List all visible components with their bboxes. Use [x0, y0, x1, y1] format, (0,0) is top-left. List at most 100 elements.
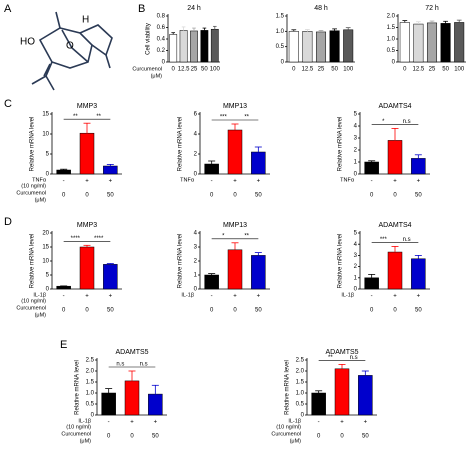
y-tick-label: 0	[354, 172, 358, 178]
y-tick-label: 0	[194, 287, 198, 293]
significance-label: **	[96, 114, 101, 120]
x-tick-label: +	[109, 179, 113, 185]
bar	[210, 28, 219, 63]
y-tick-label: 1.5	[387, 25, 396, 31]
y-tick-label: 0.2	[157, 48, 166, 54]
bar	[103, 165, 118, 175]
bar	[329, 30, 340, 63]
y-tick-label: 1.0	[86, 391, 95, 397]
x-tick-label: 0	[233, 193, 237, 199]
x-tick-label: 0	[233, 308, 237, 314]
y-axis-label: Relative mRNA level	[75, 360, 81, 415]
y-tick-label: 0	[46, 287, 50, 293]
bar	[124, 380, 140, 416]
x-tick-label: 100	[210, 67, 221, 73]
x-tick-label: 25	[191, 67, 198, 73]
bar	[200, 30, 209, 63]
x-tick-label: +	[257, 294, 261, 300]
y-tick-label: 6	[194, 112, 198, 118]
row-label: Curcumenol	[271, 431, 301, 437]
y-tick-label: 0.5	[86, 402, 95, 408]
bar	[302, 31, 313, 63]
y-tick-label: 2	[354, 264, 358, 270]
y-tick-label: 2.5	[86, 358, 95, 364]
row-label: IL-1β	[181, 292, 194, 298]
chart-title: MMP13	[223, 222, 247, 229]
y-axis-label: Relative mRNA level	[338, 234, 344, 289]
significance-label: ***	[220, 115, 228, 121]
y-tick-label: 4	[354, 124, 358, 130]
significance-label: **	[328, 355, 333, 361]
y-axis-label: Relative mRNA level	[30, 117, 36, 172]
y-tick-label: 2.0	[387, 14, 396, 20]
ring	[79, 24, 113, 57]
panel-letter: C	[4, 98, 12, 110]
bar	[311, 392, 326, 416]
row-label: (μM)	[35, 197, 47, 203]
significance-label: n.s	[140, 362, 148, 368]
y-tick-label: 0	[46, 172, 50, 178]
y-tick-label: 1.0	[387, 37, 396, 43]
row-label: (μM)	[35, 312, 47, 318]
bar	[426, 22, 438, 63]
x-tick-label: +	[417, 179, 421, 185]
y-tick-label: 0.8	[157, 14, 166, 20]
bar	[364, 277, 379, 290]
y-tick-label: 0	[301, 413, 305, 419]
bar	[387, 140, 403, 175]
bar	[79, 132, 95, 175]
chart-title: MMP3	[77, 103, 97, 110]
y-tick-label: 15	[42, 112, 49, 118]
x-tick-label: 0	[62, 193, 66, 199]
bar	[103, 264, 118, 290]
bar	[315, 31, 327, 63]
y-tick-label: 2	[194, 259, 198, 265]
x-tick-label: 0	[393, 308, 397, 314]
y-tick-label: 0	[162, 60, 166, 66]
y-tick-label: 2	[194, 152, 198, 158]
bar	[364, 161, 379, 175]
x-tick-label: 50	[362, 434, 369, 440]
bar	[251, 151, 266, 175]
y-tick-label: 0.5	[276, 44, 285, 50]
row-label: (10 ng/ml)	[21, 298, 46, 304]
y-tick-label: 1.0	[296, 391, 305, 397]
x-tick-label: 50	[201, 67, 208, 73]
x-tick-label: -	[211, 179, 213, 185]
y-tick-label: 2.0	[296, 369, 305, 375]
x-tick-label: +	[233, 179, 237, 185]
y-tick-label: 1.0	[276, 29, 285, 35]
chart-title: ADAMTS4	[378, 103, 411, 110]
y-tick-label: 0	[354, 287, 358, 293]
row-label: Curcumenol	[16, 190, 46, 196]
bond	[55, 11, 61, 29]
y-tick-label: 10	[42, 259, 49, 265]
x-tick-label: 50	[152, 434, 159, 440]
row-label: IL-1β	[78, 418, 91, 424]
x-tick-label: +	[85, 179, 89, 185]
y-tick-label: 1.5	[276, 14, 285, 20]
bar	[343, 29, 354, 63]
significance-label: ****	[94, 236, 104, 242]
panel-letter: D	[4, 216, 12, 228]
x-tick-label: 12.5	[178, 67, 190, 73]
bar	[148, 393, 163, 416]
bar	[358, 375, 373, 416]
x-tick-label: 50	[331, 67, 338, 73]
bar	[440, 23, 451, 63]
significance-label: **	[73, 114, 78, 120]
y-tick-label: 0.4	[157, 37, 166, 43]
x-tick-label: -	[211, 294, 213, 300]
x-tick-label: 0	[85, 308, 89, 314]
bar	[79, 246, 95, 290]
y-tick-label: 5	[354, 231, 358, 237]
bar	[288, 31, 299, 63]
x-tick-label: 0	[292, 67, 296, 73]
bar	[179, 30, 188, 63]
x-tick-label: +	[417, 294, 421, 300]
chart-title: 72 h	[425, 5, 439, 12]
x-tick-label: +	[154, 420, 158, 426]
bar	[411, 158, 426, 175]
y-tick-label: 1	[354, 275, 358, 281]
